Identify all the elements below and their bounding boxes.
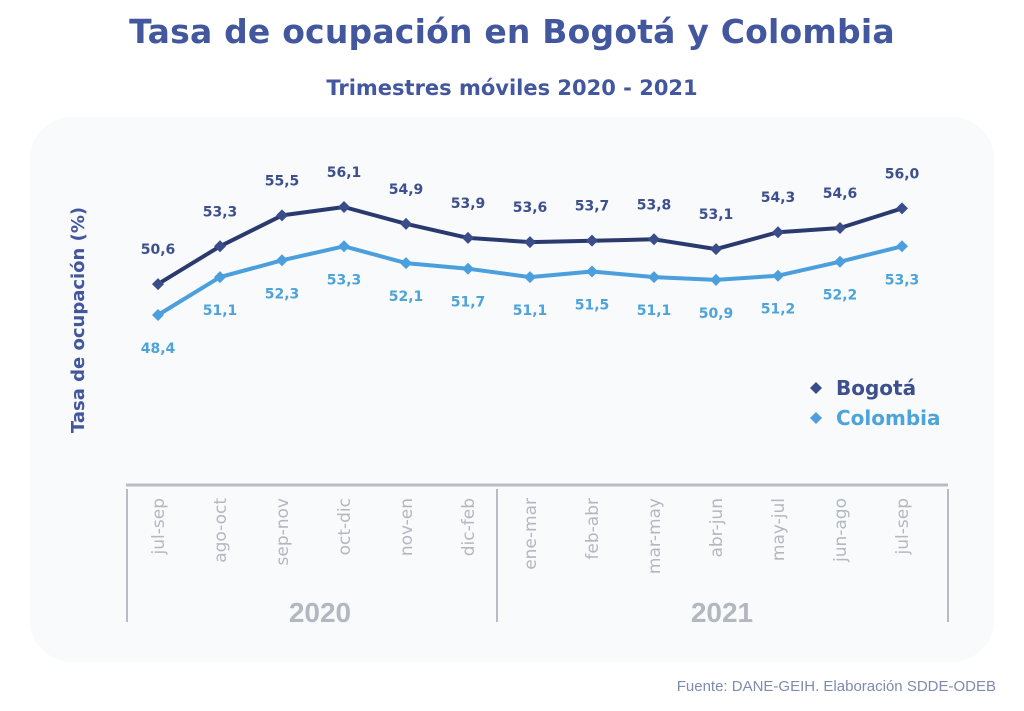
x-tick-label: feb-abr — [583, 498, 603, 560]
data-label-bogota: 55,5 — [265, 173, 300, 189]
data-label-colombia: 53,3 — [885, 272, 920, 288]
data-point-bogota — [834, 222, 846, 235]
source-note: Fuente: DANE-GEIH. Elaboración SDDE-ODEB — [676, 678, 996, 695]
data-label-bogota: 53,3 — [203, 204, 238, 220]
data-point-bogota — [214, 240, 226, 253]
data-point-colombia — [710, 273, 722, 286]
data-label-bogota: 54,3 — [761, 190, 796, 206]
data-point-colombia — [214, 271, 226, 284]
data-label-bogota: 53,6 — [513, 200, 548, 216]
data-labels: 50,6 53,3 55,5 56,1 54,9 53,9 53,6 53,7 53,8 53,1… — [141, 165, 920, 357]
data-point-bogota — [524, 236, 536, 249]
data-point-colombia — [896, 240, 908, 253]
data-label-colombia: 50,9 — [699, 306, 734, 322]
x-tick-label: jul-sep — [149, 498, 169, 555]
data-label-bogota: 56,1 — [327, 165, 362, 181]
data-point-bogota — [276, 209, 288, 222]
data-point-colombia — [524, 271, 536, 284]
data-point-bogota — [772, 226, 784, 239]
x-tick-label: mar-may — [645, 498, 665, 574]
data-label-colombia: 51,5 — [575, 298, 610, 314]
x-tick-label: abr-jun — [707, 498, 727, 558]
x-tick-label: dic-feb — [459, 498, 479, 556]
data-point-bogota — [400, 217, 412, 230]
x-group-label: 2020 — [289, 597, 351, 628]
data-point-colombia — [834, 255, 846, 268]
x-tick-label: jun-ago — [831, 498, 851, 563]
data-point-bogota — [152, 278, 164, 291]
data-point-colombia — [648, 271, 660, 284]
data-label-bogota: 50,6 — [141, 242, 176, 258]
data-label-colombia: 51,1 — [637, 303, 672, 319]
legend-label-bogota: Bogotá — [836, 376, 916, 400]
x-tick-label: sep-nov — [273, 498, 293, 565]
series-markers — [152, 201, 908, 321]
data-point-colombia — [586, 265, 598, 278]
data-point-bogota — [338, 201, 350, 213]
x-group-label: 2021 — [691, 597, 753, 628]
data-label-colombia: 51,2 — [761, 302, 796, 318]
x-tick-label: jul-sep — [893, 498, 913, 555]
data-label-colombia: 52,2 — [823, 288, 858, 304]
data-label-bogota: 54,6 — [823, 186, 858, 202]
data-point-colombia — [276, 254, 288, 267]
data-label-colombia: 52,3 — [265, 286, 300, 302]
data-label-bogota: 53,8 — [637, 197, 672, 213]
data-label-colombia: 51,1 — [513, 303, 548, 319]
legend-marker-bogota — [810, 382, 822, 394]
x-tick-label: nov-en — [397, 498, 417, 556]
data-label-bogota: 53,7 — [575, 199, 610, 215]
x-axis: jul-sep ago-oct sep-nov oct-dic nov-en dic-fe… — [126, 483, 949, 628]
data-label-bogota: 56,0 — [885, 166, 920, 182]
data-label-colombia: 51,7 — [451, 295, 486, 311]
x-tick-label: ene-mar — [521, 498, 541, 570]
x-tick-label: may-jul — [769, 498, 789, 561]
y-axis-label: Tasa de ocupación (%) — [68, 207, 89, 433]
data-point-bogota — [710, 243, 722, 256]
data-label-bogota: 54,9 — [389, 182, 424, 198]
legend-label-colombia: Colombia — [836, 406, 941, 430]
data-point-bogota — [648, 233, 660, 246]
data-point-bogota — [462, 231, 474, 244]
legend-marker-colombia — [810, 412, 822, 424]
data-label-colombia: 48,4 — [141, 341, 176, 357]
data-point-colombia — [152, 309, 164, 321]
chart-title: Tasa de ocupación en Bogotá y Colombia — [129, 12, 895, 51]
data-label-bogota: 53,1 — [699, 207, 734, 223]
data-label-colombia: 53,3 — [327, 272, 362, 288]
data-point-bogota — [896, 202, 908, 215]
chart-subtitle: Trimestres móviles 2020 - 2021 — [326, 76, 698, 100]
legend: Bogotá Colombia — [810, 376, 941, 430]
data-label-bogota: 53,9 — [451, 196, 486, 212]
data-point-colombia — [462, 262, 474, 275]
data-point-colombia — [400, 257, 412, 270]
data-point-colombia — [772, 269, 784, 282]
data-point-colombia — [338, 240, 350, 253]
data-label-colombia: 52,1 — [389, 289, 424, 305]
x-tick-label: oct-dic — [335, 498, 355, 555]
data-label-colombia: 51,1 — [203, 303, 238, 319]
chart-panel — [30, 117, 994, 662]
data-point-bogota — [586, 234, 598, 247]
x-tick-label: ago-oct — [211, 498, 231, 563]
